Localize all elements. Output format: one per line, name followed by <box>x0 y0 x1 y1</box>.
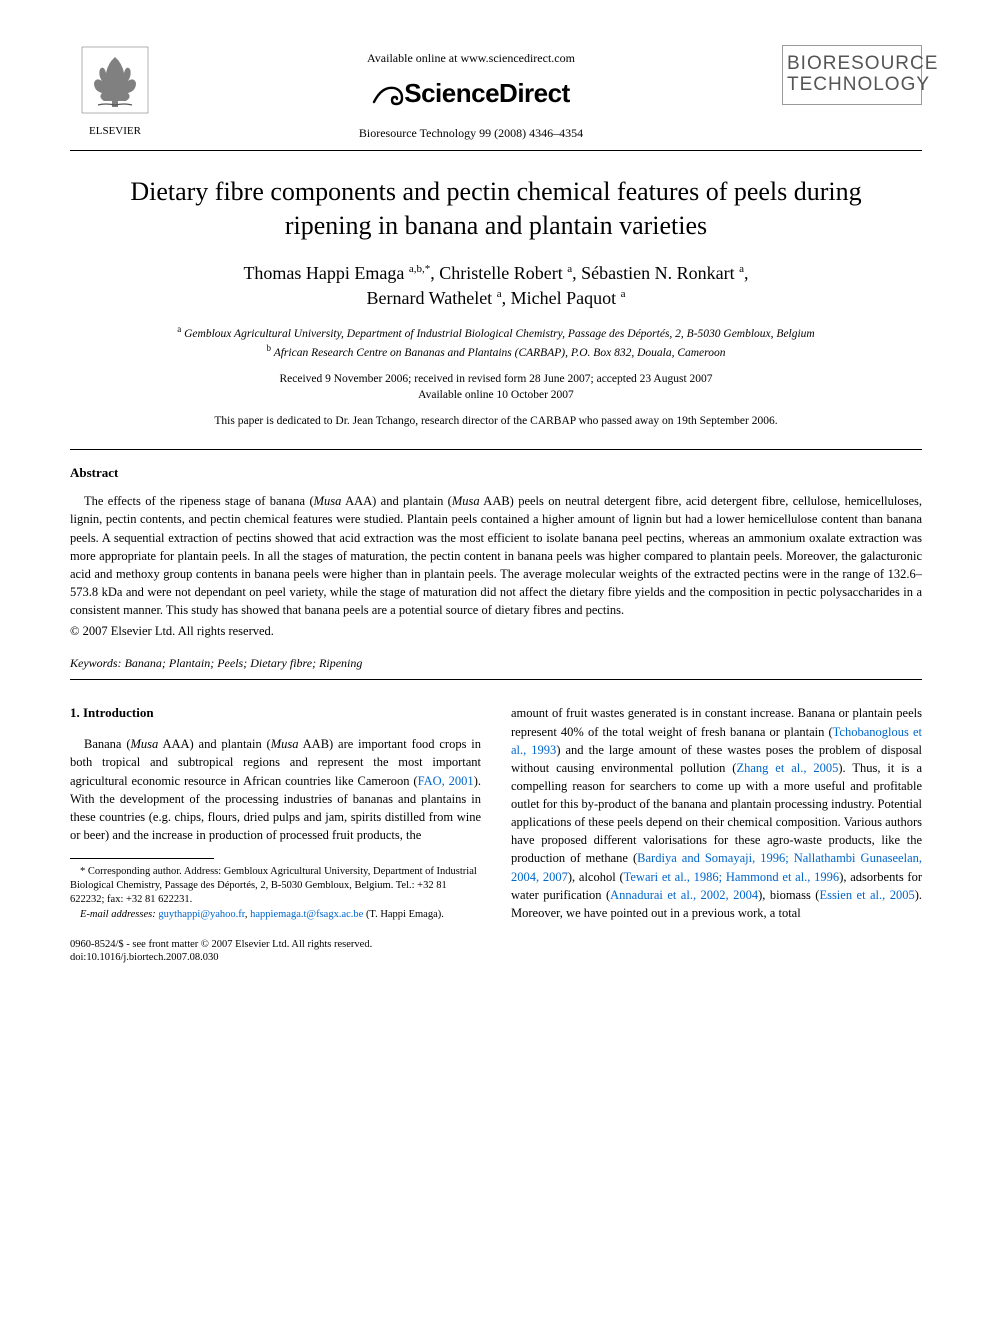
abstract-paragraph: The effects of the ripeness stage of ban… <box>70 492 922 619</box>
dates-online: Available online 10 October 2007 <box>70 387 922 403</box>
keywords-line: Keywords: Banana; Plantain; Peels; Dieta… <box>70 655 922 672</box>
header-rule <box>70 150 922 151</box>
authors-line-2: Bernard Wathelet a, Michel Paquot a <box>70 286 922 311</box>
sciencedirect-text: ScienceDirect <box>404 78 569 108</box>
doi-line: doi:10.1016/j.biortech.2007.08.030 <box>70 951 481 965</box>
affiliations-block: a Gembloux Agricultural University, Depa… <box>70 323 922 361</box>
footnote-rule <box>70 858 214 859</box>
journal-cover-logo: BIORESOURCE TECHNOLOGY <box>782 45 922 105</box>
intro-heading: 1. Introduction <box>70 704 481 723</box>
available-online-text: Available online at www.sciencedirect.co… <box>160 50 782 67</box>
right-column: amount of fruit wastes generated is in c… <box>511 704 922 965</box>
abstract-heading: Abstract <box>70 464 922 482</box>
abstract-body: The effects of the ripeness stage of ban… <box>70 492 922 619</box>
left-column: 1. Introduction Banana (Musa AAA) and pl… <box>70 704 481 965</box>
dates-received: Received 9 November 2006; received in re… <box>70 371 922 387</box>
front-matter-line: 0960-8524/$ - see front matter © 2007 El… <box>70 938 481 952</box>
journal-logo-line1: BIORESOURCE <box>787 54 917 75</box>
authors-block: Thomas Happi Emaga a,b,*, Christelle Rob… <box>70 261 922 311</box>
body-columns: 1. Introduction Banana (Musa AAA) and pl… <box>70 704 922 965</box>
header-row: ELSEVIER Available online at www.science… <box>70 45 922 142</box>
keywords-text: Banana; Plantain; Peels; Dietary fibre; … <box>122 656 363 670</box>
header-center: Available online at www.sciencedirect.co… <box>160 45 782 142</box>
abstract-rule-top <box>70 449 922 450</box>
corresponding-footnote: * Corresponding author. Address: Gemblou… <box>70 865 481 908</box>
elsevier-tree-icon <box>80 45 150 115</box>
sciencedirect-logo: ScienceDirect <box>160 75 782 111</box>
email-footnote: E-mail addresses: guythappi@yahoo.fr, ha… <box>70 908 481 922</box>
intro-left-para: Banana (Musa AAA) and plantain (Musa AAB… <box>70 735 481 844</box>
publisher-name: ELSEVIER <box>70 124 160 139</box>
abstract-copyright: © 2007 Elsevier Ltd. All rights reserved… <box>70 623 922 641</box>
journal-logo-line2: TECHNOLOGY <box>787 75 917 96</box>
authors-line-1: Thomas Happi Emaga a,b,*, Christelle Rob… <box>70 261 922 286</box>
journal-reference: Bioresource Technology 99 (2008) 4346–43… <box>160 125 782 142</box>
keywords-label: Keywords: <box>70 656 122 670</box>
dates-block: Received 9 November 2006; received in re… <box>70 371 922 403</box>
affiliation-b: b African Research Centre on Bananas and… <box>70 342 922 361</box>
dedication-text: This paper is dedicated to Dr. Jean Tcha… <box>70 413 922 429</box>
publisher-logo-block: ELSEVIER <box>70 45 160 140</box>
article-title: Dietary fibre components and pectin chem… <box>110 175 882 243</box>
sciencedirect-swoosh-icon <box>372 82 404 108</box>
abstract-rule-bottom <box>70 679 922 680</box>
intro-right-para: amount of fruit wastes generated is in c… <box>511 704 922 922</box>
affiliation-a: a Gembloux Agricultural University, Depa… <box>70 323 922 342</box>
